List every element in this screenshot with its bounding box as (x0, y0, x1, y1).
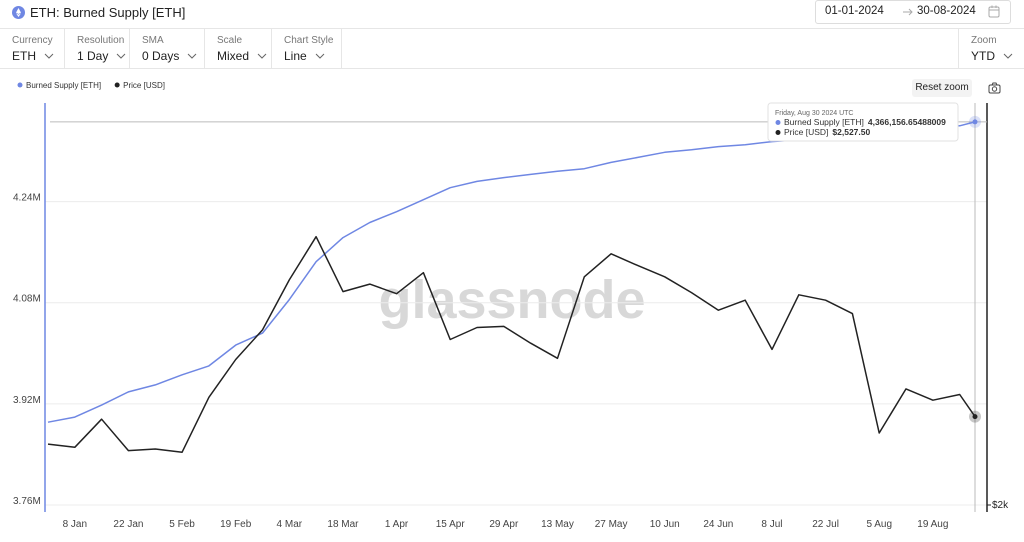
date-range[interactable]: 01-01-2024 30-08-2024 (815, 0, 1011, 24)
x-tick-label: 15 Apr (436, 519, 466, 530)
y2-tick-label: $2k (992, 500, 1009, 511)
control[interactable]: Currency ETH (0, 29, 65, 68)
endpoint (972, 414, 978, 420)
control-label: Chart Style (284, 35, 334, 46)
tooltip-value: $2,527.50 (832, 127, 870, 137)
chevron (315, 53, 325, 59)
eth-icon (12, 6, 25, 19)
control-value: 0 Days (142, 49, 180, 63)
watermark: glassnode (378, 270, 645, 330)
y-tick-label: 3.92M (13, 395, 41, 406)
camera-icon[interactable] (988, 82, 1001, 94)
endpoint (972, 119, 978, 125)
chevron (116, 53, 126, 59)
legend-marker (114, 82, 120, 88)
control[interactable]: SMA 0 Days (130, 29, 205, 68)
chevron (1003, 53, 1013, 59)
tooltip-date: Friday, Aug 30 2024 UTC (775, 110, 853, 117)
calendar-icon[interactable] (988, 5, 1000, 18)
x-tick-label: 22 Jan (113, 519, 143, 530)
tooltip-row: Burned Supply [ETH] 4,366,156.65488009 (784, 117, 946, 127)
x-tick-label: 4 Mar (277, 519, 303, 530)
control[interactable]: Resolution 1 Day (65, 29, 130, 68)
chevron-path (1003, 53, 1013, 59)
control[interactable]: Scale Mixed (205, 29, 272, 68)
x-tick-label: 19 Aug (917, 519, 948, 530)
control-value: ETH (12, 49, 36, 63)
x-tick-label: 22 Jul (812, 519, 839, 530)
series-line (47, 235, 976, 453)
tooltip-row: Price [USD] $2,527.50 (784, 127, 870, 137)
y-tick-label: 3.76M (13, 496, 41, 507)
date-from[interactable]: 01-01-2024 (825, 5, 884, 17)
chevron (187, 53, 197, 59)
chevron-path (187, 53, 197, 59)
zoom-control[interactable]: Zoom YTD (958, 29, 1024, 68)
date-to[interactable]: 30-08-2024 (917, 5, 976, 17)
header: ETH: Burned Supply [ETH] 01-01-2024 30-0… (0, 0, 1024, 29)
chevron-path (116, 53, 126, 59)
chevron (44, 53, 54, 59)
control-label: Resolution (77, 35, 125, 46)
legend-label[interactable]: Burned Supply [ETH] (26, 81, 101, 90)
control-value: YTD (971, 49, 995, 63)
control-label: Zoom (971, 35, 997, 46)
reset-zoom-button[interactable]: Reset zoom (912, 79, 972, 97)
tooltip (767, 102, 959, 142)
x-tick-label: 29 Apr (489, 519, 519, 530)
x-tick-label: 8 Jan (63, 519, 87, 530)
control-value: 1 Day (77, 49, 109, 63)
x-tick-label: 24 Jun (703, 519, 733, 530)
tooltip-marker (775, 130, 781, 135)
x-tick-label: 19 Feb (220, 519, 252, 530)
x-tick-label: 10 Jun (650, 519, 680, 530)
y-tick-label: 4.24M (13, 193, 41, 204)
control-label: Currency (12, 35, 53, 46)
legend-marker (17, 82, 23, 88)
x-tick-label: 27 May (595, 519, 628, 530)
tooltip-series-name: Price [USD] (784, 127, 828, 137)
control-value: Line (284, 49, 307, 63)
legend-label[interactable]: Price [USD] (123, 81, 165, 90)
controls: Currency ETH Resolution 1 Day SMA 0 Days Scale… (0, 29, 1024, 69)
tooltip-value: 4,366,156.65488009 (868, 117, 946, 127)
chevron-path (44, 53, 54, 59)
x-tick-label: 5 Feb (169, 519, 195, 530)
tooltip-marker (775, 120, 781, 125)
chevron (257, 53, 267, 59)
x-tick-label: 13 May (541, 519, 574, 530)
control-value: Mixed (217, 49, 250, 63)
y-tick-label: 4.08M (13, 294, 41, 305)
control-label: SMA (142, 35, 164, 46)
x-tick-label: 5 Aug (866, 519, 892, 530)
x-tick-label: 18 Mar (327, 519, 359, 530)
title: ETH: Burned Supply [ETH] (30, 5, 186, 20)
chevron-path (315, 53, 325, 59)
x-tick-label: 8 Jul (761, 519, 782, 530)
control-label: Scale (217, 35, 243, 46)
tooltip-series-name: Burned Supply [ETH] (784, 117, 864, 127)
control[interactable]: Chart Style Line (272, 29, 342, 68)
arrow (903, 8, 913, 16)
x-tick-label: 1 Apr (385, 519, 409, 530)
chevron-path (257, 53, 267, 59)
